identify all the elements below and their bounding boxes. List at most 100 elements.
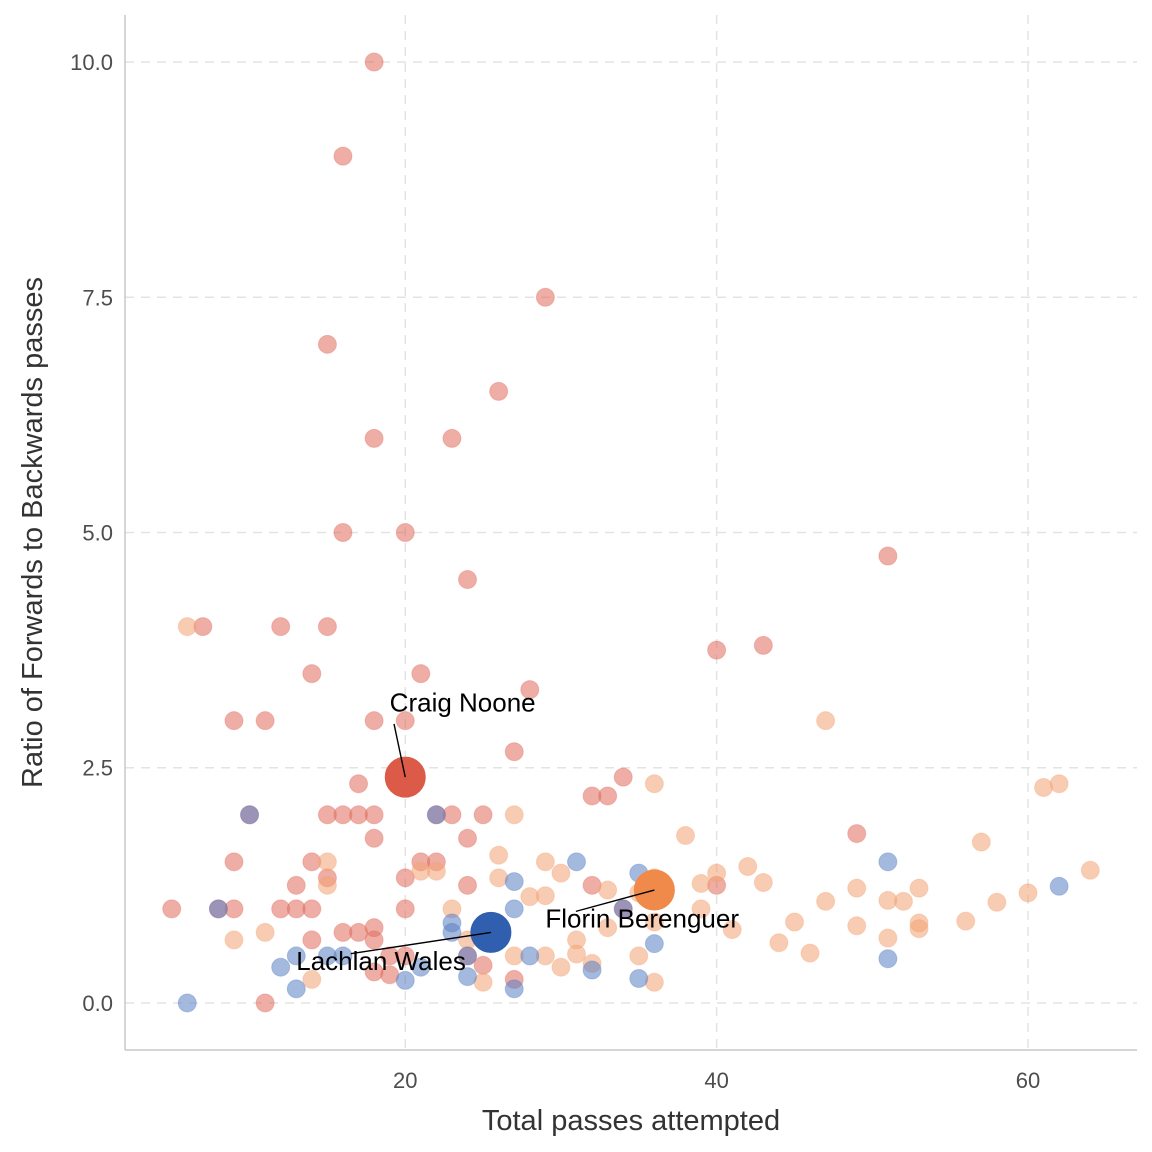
data-point [971,832,991,852]
data-point [769,933,789,953]
data-point [504,899,524,919]
annotation-label: Craig Noone [390,687,536,717]
data-point [458,967,478,987]
data-point [784,912,804,932]
data-point [177,993,197,1013]
data-point [535,852,555,872]
data-point [504,742,524,762]
data-point [691,873,711,893]
data-point [598,880,618,900]
data-point [224,711,244,731]
data-point [956,911,976,931]
data-point [878,546,898,566]
data-point [442,428,462,448]
data-point [442,922,462,942]
data-point [364,711,384,731]
data-point [707,640,727,660]
data-point [847,878,867,898]
annotation-label: Florin Berenguer [545,904,739,934]
annotation-label: Lachlan Wales [296,946,466,976]
data-point [224,852,244,872]
data-point [271,957,291,977]
data-point [551,957,571,977]
data-point [317,852,337,872]
data-point [473,955,493,975]
y-tick-label: 10.0 [70,50,113,75]
data-point [255,993,275,1013]
data-point [302,664,322,684]
data-point [567,944,587,964]
x-tick-label: 20 [393,1068,417,1093]
data-point [286,979,306,999]
data-point [644,774,664,794]
y-tick-label: 7.5 [82,285,113,310]
data-point [847,916,867,936]
data-point [582,960,602,980]
data-point [286,946,306,966]
data-point [909,878,929,898]
data-point [364,52,384,72]
data-point [800,943,820,963]
data-point [1049,876,1069,896]
data-point [458,828,478,848]
data-point [426,861,446,881]
x-tick-label: 40 [704,1068,728,1093]
data-point [707,863,727,883]
data-point [644,934,664,954]
data-point [395,946,415,966]
annotations: Craig Noone Florin Berenguer Lachlan Wales [296,687,739,976]
data-point [255,922,275,942]
data-point [551,863,571,883]
data-point [395,868,415,888]
data-point [644,972,664,992]
data-point [286,875,306,895]
data-point [411,664,431,684]
data-point [458,946,478,966]
data-point [395,970,415,990]
data-point [598,786,618,806]
data-point [816,711,836,731]
data-point [535,886,555,906]
data-point [504,979,524,999]
data-point [1049,774,1069,794]
data-point [816,891,836,911]
data-point [473,805,493,825]
data-point [317,334,337,354]
y-axis-title: Ratio of Forwards to Backwards passes [17,277,49,788]
tick-labels: 20 40 60 0.0 2.5 5.0 7.5 10.0 [70,50,1040,1093]
data-point [878,949,898,969]
y-tick-label: 5.0 [82,521,113,546]
data-point [489,381,509,401]
data-point [489,845,509,865]
data-point [1080,860,1100,880]
data-point [629,946,649,966]
data-point [722,920,742,940]
data-point [349,922,369,942]
data-point [504,805,524,825]
data-point [520,680,540,700]
x-tick-label: 60 [1016,1068,1040,1093]
axes [124,15,1137,1051]
data-point [629,968,649,988]
data-point [909,919,929,939]
data-point [847,824,867,844]
data-point [411,957,431,977]
data-point [753,873,773,893]
y-tick-label: 0.0 [82,991,113,1016]
data-point [317,617,337,637]
data-point [504,872,524,892]
data-point [208,899,228,919]
data-point [333,946,353,966]
annotation-leader-line [350,931,491,955]
data-point [535,287,555,307]
x-axis-title: Total passes attempted [482,1105,780,1137]
data-point [738,857,758,877]
data-point [675,825,695,845]
data-point [395,899,415,919]
data-point [317,875,337,895]
data-point [598,918,618,938]
data-point [458,570,478,590]
data-point [177,617,197,637]
data-point [458,875,478,895]
